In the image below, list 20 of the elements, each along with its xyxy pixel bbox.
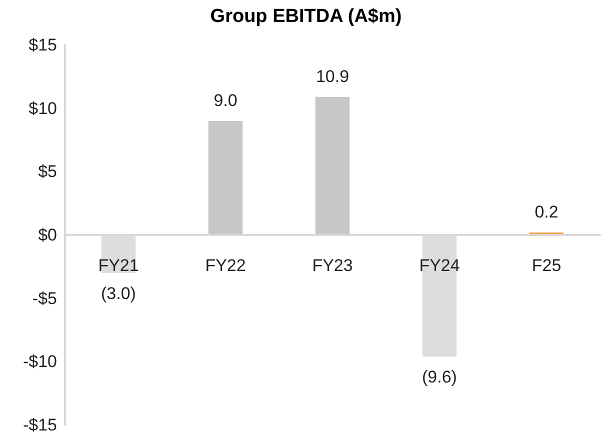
y-tick-label: $10 bbox=[28, 98, 57, 118]
x-tick-label: F25 bbox=[532, 256, 562, 275]
data-label: (3.0) bbox=[101, 284, 136, 303]
x-tick-label: FY24 bbox=[419, 256, 460, 275]
data-label: 9.0 bbox=[214, 91, 238, 110]
y-tick-label: $15 bbox=[28, 36, 57, 54]
y-tick-label: $5 bbox=[38, 162, 57, 182]
data-label: 10.9 bbox=[316, 66, 350, 86]
x-tick-label: FY21 bbox=[98, 256, 139, 275]
x-tick-label: FY23 bbox=[312, 256, 353, 275]
x-tick-label: FY22 bbox=[205, 256, 246, 275]
bar bbox=[315, 96, 350, 235]
y-tick-label: -$5 bbox=[32, 288, 57, 308]
chart-title: Group EBITDA (A$m) bbox=[210, 6, 402, 27]
bar bbox=[208, 121, 243, 235]
y-tick-label: $0 bbox=[38, 226, 57, 244]
y-tick-label: -$10 bbox=[22, 352, 57, 372]
data-label: 0.2 bbox=[534, 202, 558, 222]
y-tick-label: -$15 bbox=[22, 416, 57, 434]
data-label: (9.6) bbox=[422, 368, 457, 387]
